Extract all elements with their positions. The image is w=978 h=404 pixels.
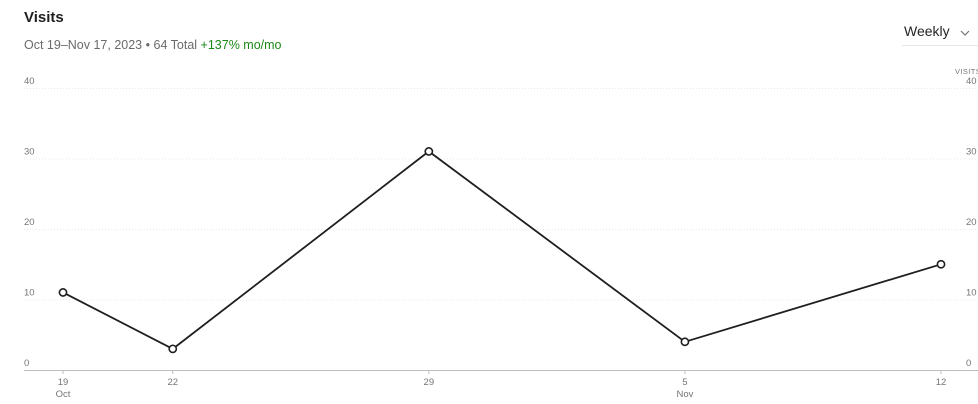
y-tick-label: 20: [24, 217, 35, 228]
series-line: [62, 150, 942, 350]
y-axis-left: 0 10 20 30 40: [24, 76, 35, 369]
x-tick-label: 12: [936, 377, 947, 388]
y-axis-label: VISITS: [955, 67, 978, 76]
visits-line: [62, 150, 942, 350]
period-select-label: Weekly: [904, 22, 950, 39]
y-tick-label-right: 20: [966, 217, 977, 228]
data-point: [936, 259, 946, 269]
x-tick-month-label: Oct: [56, 389, 71, 400]
date-range: Oct 19–Nov 17, 2023: [24, 38, 143, 52]
data-points: [58, 147, 946, 354]
y-axis-right: 0 10 20 30 40: [966, 76, 977, 369]
y-tick-label-right: 30: [966, 147, 977, 158]
y-tick-label-right: 40: [966, 76, 977, 87]
total-visits: 64 Total: [153, 38, 198, 52]
data-point: [58, 288, 68, 297]
data-point: [168, 344, 178, 354]
x-tick-label: 22: [167, 377, 178, 388]
y-tick-label-right: 10: [966, 288, 977, 299]
summary-line: Oct 19–Nov 17, 2023 • 64 Total +137% mo/…: [24, 38, 282, 52]
x-tick-label: 29: [424, 377, 435, 388]
period-select[interactable]: Weekly: [902, 16, 978, 46]
month-over-month-change: +137% mo/mo: [200, 38, 282, 52]
chevron-down-icon: [960, 23, 970, 39]
y-tick-label-right: 0: [966, 358, 971, 369]
y-tick-label: 10: [24, 288, 35, 299]
x-tick-label: 19: [58, 377, 69, 388]
grid-lines: [24, 88, 978, 371]
separator-dot: •: [145, 38, 151, 52]
data-point: [680, 337, 690, 347]
page-title: Visits: [24, 9, 64, 26]
y-tick-label: 30: [24, 147, 35, 158]
y-tick-label: 40: [24, 76, 35, 87]
x-tick-month-label: Nov: [676, 389, 693, 400]
x-tick-label: 5: [682, 377, 687, 388]
data-point: [424, 147, 434, 156]
y-tick-label: 0: [24, 358, 29, 369]
